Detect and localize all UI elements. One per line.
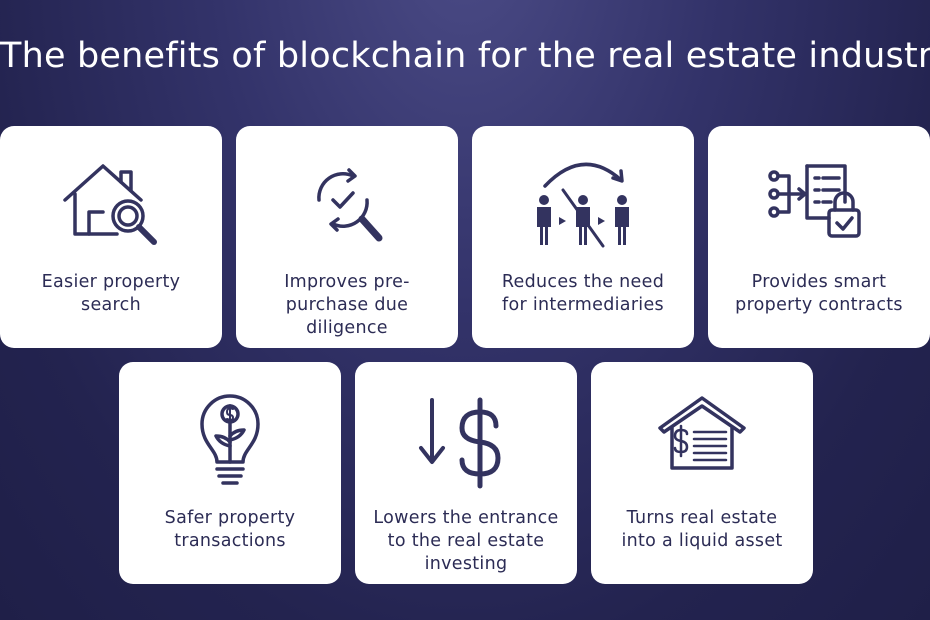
benefit-label: Reduces the need for intermediaries (480, 271, 686, 317)
label-line: purchase due (285, 295, 409, 315)
label-line: Turns real estate (626, 508, 778, 528)
benefit-card-due-diligence: Improves pre- purchase due diligence (236, 126, 458, 348)
benefit-label: Provides smart property contracts (716, 271, 922, 317)
label-line: Provides smart (751, 272, 887, 292)
label-line: Reduces the need (501, 272, 665, 292)
label-line: for intermediaries (502, 295, 664, 315)
check-magnifier-icon (287, 154, 407, 254)
no-intermediary-icon (523, 154, 643, 254)
house-dollar-icon (642, 390, 762, 490)
label-line: to the real estate (387, 531, 545, 551)
benefit-label: Turns real estate into a liquid asset (599, 507, 805, 553)
label-line: search (81, 295, 141, 315)
label-line: diligence (306, 318, 388, 338)
benefit-label: Safer property transactions (127, 507, 333, 553)
benefit-label: Lowers the entrance to the real estate i… (363, 507, 569, 576)
label-line: Lowers the entrance (373, 508, 559, 528)
lightbulb-dollar-icon (170, 390, 290, 490)
benefit-card-liquid-asset: Turns real estate into a liquid asset (591, 362, 813, 584)
benefit-card-easier-search: Easier property search (0, 126, 222, 348)
benefit-card-lower-entrance: Lowers the entrance to the real estate i… (355, 362, 577, 584)
benefit-card-intermediaries: Reduces the need for intermediaries (472, 126, 694, 348)
label-line: investing (424, 554, 508, 574)
label-line: into a liquid asset (621, 531, 783, 551)
benefit-card-safer-transactions: Safer property transactions (119, 362, 341, 584)
house-magnifier-icon (51, 154, 171, 254)
benefit-card-smart-contracts: Provides smart property contracts (708, 126, 930, 348)
label-line: transactions (174, 531, 286, 551)
benefit-label: Easier property search (8, 271, 214, 317)
label-line: property contracts (735, 295, 903, 315)
label-line: Safer property (164, 508, 296, 528)
label-line: Easier property (41, 272, 181, 292)
page-title: The benefits of blockchain for the real … (0, 36, 930, 76)
label-line: Improves pre- (284, 272, 410, 292)
down-arrow-dollar-icon (406, 390, 526, 490)
benefit-label: Improves pre- purchase due diligence (244, 271, 450, 340)
smart-contract-icon (759, 154, 879, 254)
